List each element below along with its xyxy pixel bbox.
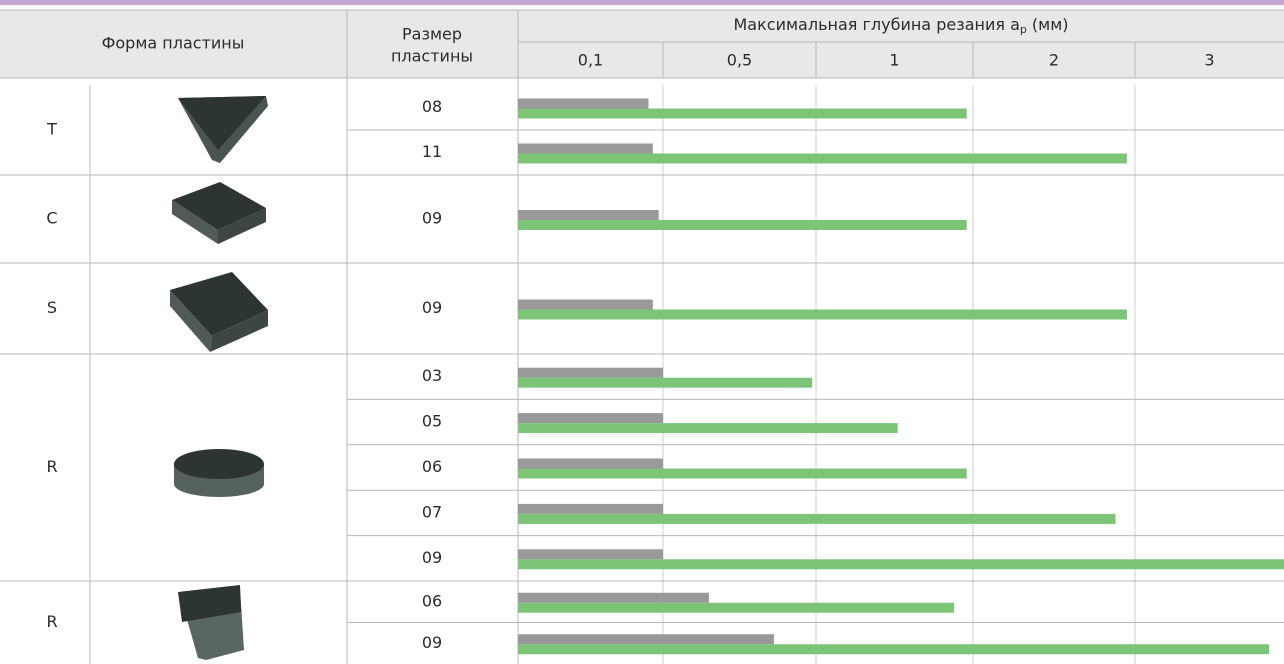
size-label: 06 (422, 457, 442, 476)
size-label: 05 (422, 412, 442, 431)
size-header: пластины (391, 47, 473, 66)
bar (518, 634, 774, 645)
bar (518, 108, 967, 119)
icon-c (218, 208, 266, 244)
shape-label: C (46, 209, 57, 228)
size-label: 09 (422, 633, 442, 652)
size-label: 09 (422, 298, 442, 317)
bar (518, 513, 1116, 524)
depth-subscript: p (1020, 23, 1027, 36)
bar (518, 377, 813, 388)
icon-s (210, 310, 268, 352)
bar (518, 549, 663, 560)
icon-c (172, 200, 218, 244)
header-bg (0, 10, 1284, 78)
bar (518, 644, 1270, 655)
bar (518, 458, 663, 469)
icon-c (172, 182, 266, 230)
depth-title: Максимальная глубина резания a (734, 15, 1020, 34)
bar (518, 413, 663, 424)
size-label: 09 (422, 209, 442, 228)
bar (518, 98, 649, 109)
shape-label: R (46, 457, 57, 476)
shape-label: R (46, 612, 57, 631)
top-stripe (0, 0, 1284, 5)
x-tick-label: 3 (1204, 51, 1214, 70)
icon-s (170, 290, 212, 352)
bar (518, 592, 709, 603)
icon-r (174, 449, 264, 479)
bar (518, 468, 967, 479)
bar (518, 143, 653, 154)
size-label: 09 (422, 548, 442, 567)
x-tick-label: 0,5 (727, 51, 752, 70)
bar (518, 220, 967, 230)
size-label: 11 (422, 142, 442, 161)
x-tick-label: 2 (1049, 51, 1059, 70)
size-label: 03 (422, 366, 442, 385)
shape-label: S (47, 298, 57, 317)
bar (518, 602, 955, 613)
icon-s (170, 272, 268, 336)
icon-r (174, 471, 264, 497)
shape-label: T (46, 120, 57, 139)
bar (518, 153, 1127, 164)
depth-header: Максимальная глубина резания ap (мм) (734, 15, 1069, 37)
size-label: 08 (422, 97, 442, 116)
x-tick-label: 0,1 (578, 51, 603, 70)
bar (518, 503, 663, 514)
bar (518, 559, 1284, 570)
size-label: 06 (422, 591, 442, 610)
bar (518, 210, 659, 220)
depth-unit: (мм) (1032, 15, 1069, 34)
bar (518, 299, 653, 310)
bar (518, 367, 663, 378)
x-tick-label: 1 (889, 51, 899, 70)
bar (518, 309, 1127, 320)
size-label: 07 (422, 502, 442, 521)
shape-header: Форма пластины (102, 34, 245, 53)
bar (518, 423, 898, 434)
icon-r2 (178, 585, 241, 622)
insert-icons (170, 96, 268, 660)
icon-t (178, 96, 266, 150)
size-header: Размер (402, 25, 462, 44)
